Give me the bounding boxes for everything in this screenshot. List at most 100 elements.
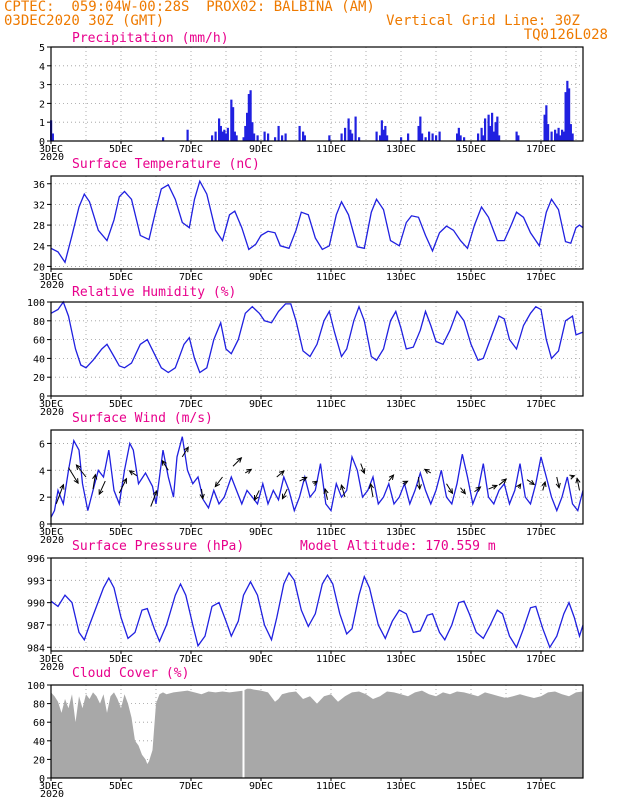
x-tick-label: 13DEC — [386, 144, 416, 155]
panel-frame — [50, 684, 584, 779]
wind-arrow-head — [491, 484, 498, 490]
y-tick-label: 984 — [27, 643, 45, 654]
precip-bar — [214, 131, 217, 141]
x-tick-label: 7DEC — [179, 272, 203, 283]
precip-bar — [186, 129, 189, 141]
x-tick-label: 5DEC — [109, 144, 133, 155]
wind-arrow-head — [516, 483, 522, 490]
y-tick-label: 5 — [39, 43, 45, 54]
precip-bar — [561, 129, 564, 141]
x-tick-label: 13DEC — [386, 399, 416, 410]
wind-arrow-shaft — [324, 488, 328, 500]
x-tick-label: 9DEC — [249, 144, 273, 155]
wind-arrow-head — [416, 484, 422, 491]
x-tick-label: 11DEC — [316, 144, 346, 155]
x-tick-label: 17DEC — [526, 527, 556, 538]
x-year-label: 2020 — [40, 535, 64, 546]
x-tick-label: 7DEC — [179, 781, 203, 792]
wind-arrow-shaft — [460, 487, 466, 495]
precip-bar — [547, 124, 550, 141]
x-tick-label: 15DEC — [456, 654, 486, 665]
wind-arrow-head — [59, 483, 65, 490]
header-station-line: CPTEC: 059:04W-00:28S PROX02: BALBINA (A… — [4, 0, 375, 15]
wind-arrow-head — [368, 482, 374, 489]
wind-arrow-shaft — [418, 476, 421, 490]
panel-title: Relative Humidity (%) — [72, 285, 236, 300]
precip-bar — [379, 135, 382, 141]
y-tick-label: 36 — [33, 180, 45, 191]
precip-bar — [256, 135, 259, 141]
y-tick-label: 996 — [27, 554, 45, 565]
y-tick-label: 0 — [39, 520, 45, 531]
wind-arrow-shaft — [161, 460, 169, 471]
wind-arrow-shaft — [360, 463, 365, 474]
precip-bar — [456, 133, 459, 141]
precip-bar — [568, 88, 571, 141]
x-tick-label: 17DEC — [526, 144, 556, 155]
precip-bar — [557, 127, 560, 141]
precip-bar — [328, 135, 331, 141]
precip-bar — [251, 122, 254, 141]
precip-bar — [253, 133, 256, 141]
y-tick-label: 20 — [33, 262, 45, 273]
precip-bar — [559, 135, 562, 141]
precip-bar — [298, 125, 301, 141]
precip-bar — [457, 127, 460, 141]
precip-bar — [267, 133, 270, 141]
wind-arrow-shaft — [542, 481, 546, 491]
wind-arrow-head — [301, 476, 308, 482]
panel-title: Cloud Cover (%) — [72, 666, 189, 681]
wind-arrow-head — [312, 480, 319, 486]
precip-bar — [550, 131, 553, 141]
y-tick-label: 1 — [39, 118, 45, 129]
y-tick-label: 100 — [27, 681, 45, 692]
x-year-label: 2020 — [40, 407, 64, 418]
wind-arrow-shaft — [370, 483, 374, 498]
wind-arrow-head — [183, 446, 189, 453]
y-tick-label: 60 — [33, 336, 45, 347]
wind-arrow-shaft — [299, 476, 307, 482]
wind-arrow-shaft — [498, 478, 507, 486]
wind-arrow-shaft — [201, 489, 204, 499]
wind-arrow-shaft — [474, 486, 481, 493]
precip-bar — [424, 137, 427, 141]
wind-arrow-shaft — [340, 484, 346, 498]
x-tick-label: 15DEC — [456, 144, 486, 155]
panel-frame — [50, 429, 584, 525]
wind-arrow-shaft — [181, 446, 189, 458]
precip-bar — [421, 133, 424, 141]
series-line-humidity — [50, 300, 584, 374]
panel-title: Surface Temperature (nC) — [72, 157, 260, 172]
wind-arrow-head — [340, 484, 346, 491]
y-tick-label: 6 — [39, 439, 45, 450]
wind-arrow-shaft — [232, 457, 242, 467]
x-tick-label: 7DEC — [179, 399, 203, 410]
wind-arrow-head — [529, 479, 536, 486]
wind-arrow-head — [448, 488, 454, 495]
precip-bar — [482, 135, 485, 141]
precip-bar — [274, 137, 277, 141]
precip-bar — [498, 135, 501, 141]
panel-title: Precipitation (mm/h) — [72, 31, 229, 46]
wind-arrow-shaft — [276, 470, 285, 478]
panel-frame — [50, 175, 584, 270]
header-grid-line-note: Vertical Grid Line: 30Z — [386, 13, 580, 29]
x-tick-label: 11DEC — [316, 399, 346, 410]
x-tick-label: 9DEC — [249, 654, 273, 665]
precip-bar — [571, 133, 574, 141]
precip-bar — [226, 127, 229, 141]
wind-arrow-head — [281, 493, 287, 500]
x-tick-label: 17DEC — [526, 781, 556, 792]
precip-bar — [281, 135, 284, 141]
model-altitude-annotation: Model Altitude: 170.559 m — [300, 539, 496, 554]
y-tick-label: 24 — [33, 242, 45, 253]
precip-bar — [242, 137, 245, 141]
precip-bar — [380, 120, 383, 141]
precip-bar — [554, 129, 557, 141]
panel-frame — [50, 301, 584, 397]
x-tick-label: 17DEC — [526, 272, 556, 283]
precip-bar — [463, 137, 466, 141]
wind-arrow-shaft — [150, 490, 158, 507]
series-line-wind — [50, 436, 584, 518]
y-tick-label: 20 — [33, 755, 45, 766]
